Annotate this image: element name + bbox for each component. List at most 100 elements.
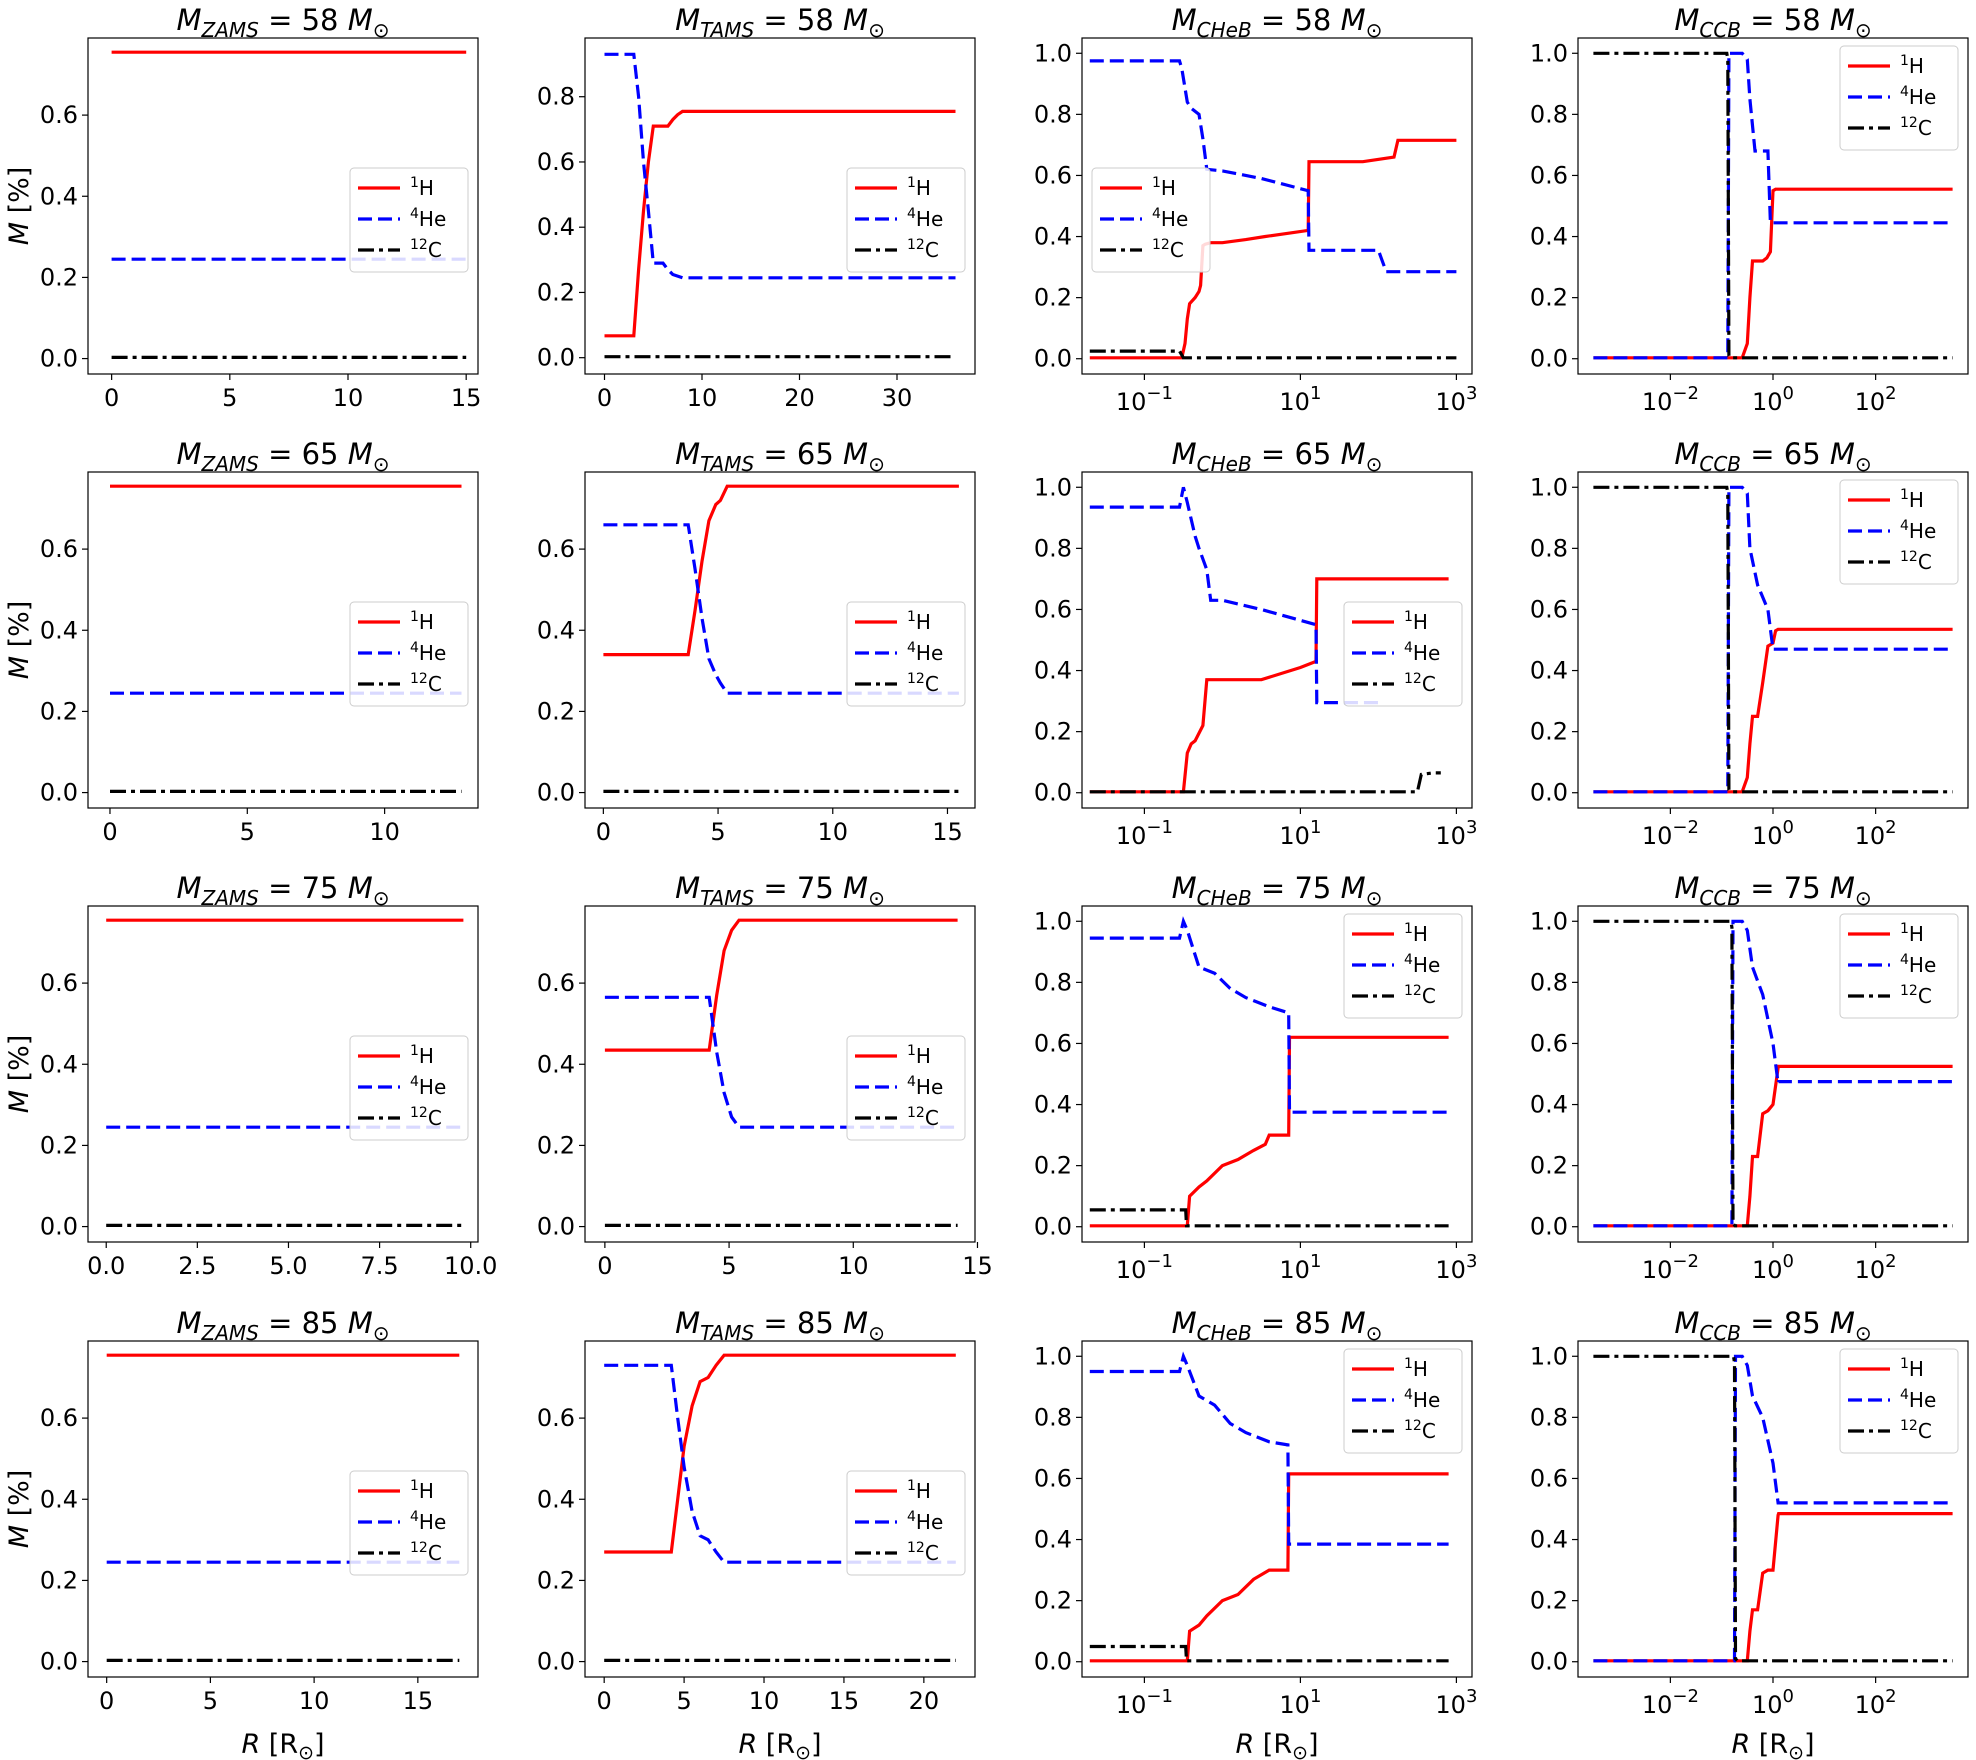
series-line-he4 [603,523,959,695]
x-tick-label: 15 [829,1687,860,1715]
x-tick-label: 15 [451,384,482,412]
x-tick-base: 10 [1116,822,1147,850]
legend-label-h1: 1H [1152,175,1176,200]
series-group [1593,51,1953,360]
x-tick-label: 10−2 [1642,383,1699,416]
legend-base: C [925,1106,939,1130]
x-tick-base: 10 [1435,1691,1466,1719]
x-tick-base: 10 [1435,1256,1466,1284]
y-tick-label: 0.2 [1530,1587,1568,1615]
series-group [604,1353,956,1663]
x-tick-exponent: 1 [1310,383,1321,404]
x-tick-label: 100 [1752,1251,1794,1284]
series-group [1089,1351,1449,1663]
x-label-odot: ⊙ [795,1742,811,1760]
x-tick-label: 15 [932,818,963,846]
series-line-he4 [604,995,958,1129]
series-group [1089,486,1449,794]
x-tick-exponent: −2 [1672,1251,1699,1272]
title-m: M [1172,437,1197,471]
x-tick-exponent: −2 [1672,1686,1699,1707]
legend-base: C [428,1106,442,1130]
x-tick-exponent: −1 [1146,1251,1173,1272]
x-tick-exponent: 0 [1783,817,1794,838]
title-subscript: CHeB [1197,1321,1252,1345]
y-tick-label: 0.6 [537,969,575,997]
legend-sup: 4 [410,640,419,656]
y-tick-label: 0.2 [537,1131,575,1159]
title-mass: = 58 [754,3,843,37]
legend-base: He [419,1510,446,1534]
title-m: M [176,3,201,37]
title-odot: ⊙ [1366,452,1383,476]
legend-label-c12: 12C [1900,115,1932,140]
series-line-he4 [1089,486,1379,705]
title-odot: ⊙ [868,452,885,476]
legend-label-he4: 4He [907,206,943,231]
x-tick-label: 5 [203,1687,218,1715]
legend-box [1091,167,1211,273]
y-tick-label: 0.4 [1530,1091,1568,1119]
x-tick-label: 10−2 [1642,1251,1699,1284]
title-odot: ⊙ [373,886,390,910]
x-tick-label: 2.5 [178,1252,216,1280]
legend-box [1839,1348,1959,1454]
x-tick-exponent: −1 [1146,1686,1173,1707]
x-label-unit: [R [1254,1729,1292,1760]
legend-label-c12: 12C [907,1540,939,1565]
legend-base: C [1422,672,1436,696]
x-tick-label: 10 [299,1687,330,1715]
y-tick-label: 0.6 [537,148,575,176]
title-subscript: ZAMS [201,1321,260,1345]
legend-label-he4: 4He [907,1509,943,1534]
series-line-h1 [604,1353,956,1554]
y-tick-label: 0.0 [40,1648,78,1676]
x-tick-base: 10 [1435,822,1466,850]
series-line-h1 [603,484,959,657]
legend-label-c12: 12C [907,1105,939,1130]
x-tick-label: 0 [597,1252,612,1280]
y-tick-label: 0.0 [537,1213,575,1241]
legend-sup: 4 [907,640,916,656]
title-msun: M [1830,1306,1855,1340]
legend-sup: 1 [907,1043,916,1059]
title-subscript: ZAMS [201,452,260,476]
x-tick-label: 103 [1435,817,1477,850]
title-msun: M [1341,871,1366,905]
legend-sup: 12 [410,1540,428,1556]
title-odot: ⊙ [1855,886,1872,910]
x-tick-exponent: −1 [1146,817,1173,838]
y-tick-label: 0.4 [1530,1526,1568,1554]
x-axis-label: R [R⊙] [738,1729,821,1760]
y-tick-label: 0.8 [1530,968,1568,996]
series-line-he4 [1593,919,1953,1228]
title-msun: M [843,437,868,471]
legend-base: H [916,1479,931,1503]
x-label-close: ] [314,1729,325,1760]
x-tick-base: 10 [1642,822,1673,850]
y-label-unit: [%] [4,601,35,656]
series-line-c12 [1593,919,1953,1228]
y-tick-label: 0.0 [1530,1213,1568,1241]
legend-label-c12: 12C [1152,237,1184,262]
y-tick-label: 0.6 [40,101,78,129]
y-tick-label: 0.2 [1034,1587,1072,1615]
x-tick-label: 10 [817,818,848,846]
legend-base: H [1909,1357,1924,1381]
y-tick-label: 0.2 [1530,284,1568,312]
x-tick-base: 10 [1855,388,1886,416]
legend-label-h1: 1H [410,609,434,634]
series-group [111,50,467,359]
legend-sup: 12 [410,671,428,687]
legend-base: He [419,1075,446,1099]
x-tick-label: 10.0 [444,1252,497,1280]
axes-frame [87,1340,479,1678]
y-tick-label: 0.8 [1034,100,1072,128]
legend-sup: 4 [1900,84,1909,100]
legend-label-h1: 1H [907,609,931,634]
legend-base: He [916,1510,943,1534]
x-tick-base: 10 [1116,1256,1147,1284]
